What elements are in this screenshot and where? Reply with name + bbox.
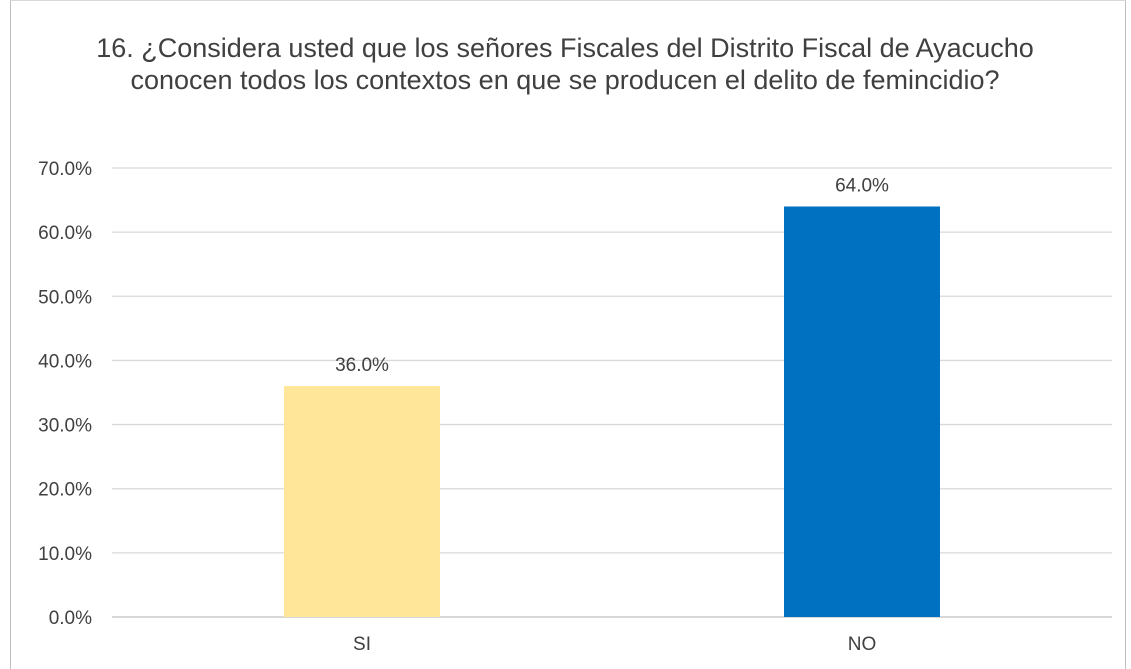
- y-tick-label: 50.0%: [38, 287, 92, 308]
- data-labels: 36.0% 64.0%: [335, 175, 889, 376]
- y-tick-label: 40.0%: [38, 351, 92, 372]
- gridlines: [112, 167, 1112, 618]
- bar-si: [284, 386, 440, 617]
- chart-frame: [10, 0, 1126, 669]
- chart-title: 16. ¿Considera usted que los señores Fis…: [96, 33, 1034, 95]
- y-tick-label: 20.0%: [38, 480, 92, 501]
- y-tick-label: 10.0%: [38, 544, 92, 565]
- y-tick-label: 60.0%: [38, 223, 92, 244]
- x-axis-labels: SI NO: [353, 634, 876, 655]
- x-category-label: NO: [848, 634, 877, 655]
- bar-no: [784, 206, 940, 617]
- y-tick-label: 30.0%: [38, 416, 92, 437]
- bars: [284, 206, 940, 617]
- data-label: 36.0%: [335, 355, 389, 376]
- data-label: 64.0%: [835, 175, 889, 196]
- y-tick-label: 70.0%: [38, 159, 92, 180]
- x-category-label: SI: [353, 634, 371, 655]
- y-tick-label: 0.0%: [49, 608, 92, 629]
- y-axis-ticks: 0.0% 10.0% 20.0% 30.0% 40.0% 50.0% 60.0% 70.0%: [38, 159, 92, 629]
